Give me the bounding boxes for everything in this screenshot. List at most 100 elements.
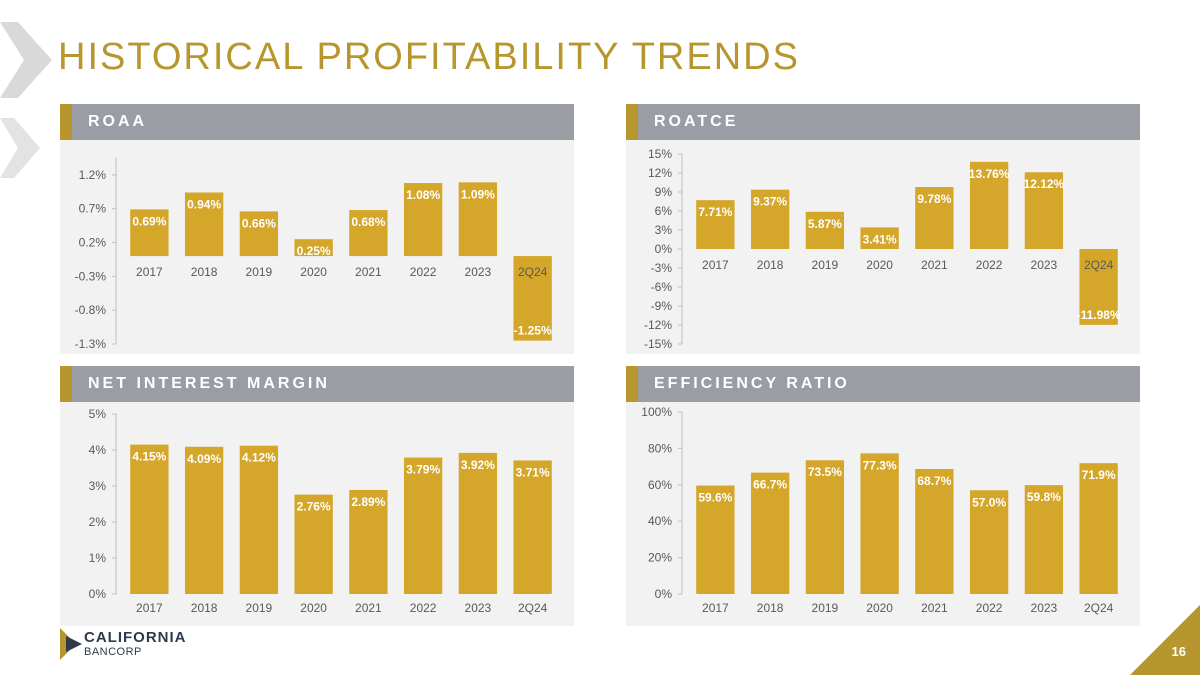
y-tick-label: 12% <box>648 166 672 180</box>
roatce-chart: 15% 12% 9% 6% 3% 0% -3% -6% -9% -12% -15% 7.71% 2017… <box>644 147 1121 351</box>
efficiency-panel: EFFICIENCY RATIO 100% 80% 60% 40% 20% 0% 59.6%… <box>626 366 1140 626</box>
bar-2019 <box>239 211 279 257</box>
bar-2018 <box>750 189 790 249</box>
category-label: 2017 <box>702 258 729 272</box>
y-tick-label: 5% <box>89 407 107 421</box>
data-label: 1.08% <box>406 188 440 202</box>
y-tick-label: -0.3% <box>75 269 107 283</box>
y-tick-label: 40% <box>648 514 672 528</box>
data-label: 13.76% <box>969 167 1010 181</box>
efficiency-title: EFFICIENCY RATIO <box>654 375 850 392</box>
y-tick-label: 15% <box>648 147 672 161</box>
category-label: 2022 <box>410 601 437 615</box>
bar-2020 <box>294 239 333 257</box>
nim-title: NET INTEREST MARGIN <box>88 375 330 392</box>
y-tick-label: 20% <box>648 551 672 565</box>
bar-2020 <box>860 453 899 594</box>
category-label: 2018 <box>757 258 784 272</box>
logo-icon <box>60 628 82 660</box>
category-label: 2020 <box>300 601 327 615</box>
y-tick-label: -0.8% <box>75 303 107 317</box>
data-label: 4.09% <box>187 452 221 466</box>
category-label: 2Q24 <box>1084 258 1114 272</box>
bar-2021 <box>915 187 954 249</box>
data-label: 12.12% <box>1024 177 1065 191</box>
category-label: 2018 <box>191 265 218 279</box>
bar-2020 <box>294 494 333 594</box>
bar-2023 <box>458 182 498 257</box>
data-label: 4.12% <box>242 451 276 465</box>
category-label: 2019 <box>812 601 839 615</box>
category-label: 2018 <box>757 601 784 615</box>
category-label: 2023 <box>465 265 492 279</box>
bar-2018 <box>750 472 790 594</box>
data-label: 3.79% <box>406 463 440 477</box>
data-label: 0.69% <box>132 214 166 228</box>
page-corner <box>1130 605 1200 675</box>
bar-2Q24 <box>513 460 552 594</box>
y-tick-label: 4% <box>89 443 107 457</box>
y-tick-label: 0% <box>655 242 673 256</box>
y-tick-label: 1.2% <box>79 168 107 182</box>
category-label: 2020 <box>866 601 893 615</box>
bar-2Q24 <box>1079 249 1118 325</box>
bar-2019 <box>805 211 845 249</box>
bar-2017 <box>696 200 735 249</box>
roaa-chart: 1.2% 0.7% 0.2% -0.3% -0.8% -1.3% 0.69% 2017 0.94… <box>75 158 552 351</box>
data-label: 7.71% <box>698 205 732 219</box>
data-label: 68.7% <box>917 474 951 488</box>
y-tick-label: 0.7% <box>79 202 107 216</box>
y-tick-label: -15% <box>644 337 672 351</box>
category-label: 2Q24 <box>518 601 548 615</box>
bar-2018 <box>184 446 224 594</box>
category-label: 2022 <box>976 258 1003 272</box>
category-label: 2019 <box>812 258 839 272</box>
chevron-decoration-icon <box>0 22 52 178</box>
bar-2022 <box>403 457 443 594</box>
page-number: 16 <box>1171 644 1186 659</box>
category-label: 2022 <box>410 265 437 279</box>
data-label: -1.25% <box>514 324 552 338</box>
nim-header: NET INTEREST MARGIN <box>60 366 574 402</box>
category-label: 2023 <box>1031 258 1058 272</box>
data-label: 57.0% <box>972 495 1006 509</box>
y-tick-label: 3% <box>655 223 673 237</box>
category-label: 2022 <box>976 601 1003 615</box>
category-label: 2018 <box>191 601 218 615</box>
category-label: 2Q24 <box>518 265 548 279</box>
data-label: -11.98% <box>1077 308 1121 322</box>
category-label: 2021 <box>921 258 948 272</box>
y-tick-label: 1% <box>89 551 107 565</box>
logo-text-bancorp: BANCORP <box>84 646 142 658</box>
category-label: 2019 <box>246 265 273 279</box>
bar-2017 <box>130 444 169 594</box>
data-label: 66.7% <box>753 478 787 492</box>
y-tick-label: -12% <box>644 318 672 332</box>
category-label: 2017 <box>136 601 163 615</box>
y-tick-label: 3% <box>89 479 107 493</box>
data-label: 5.87% <box>808 217 842 231</box>
bar-2019 <box>805 460 845 594</box>
category-label: 2020 <box>866 258 893 272</box>
y-tick-label: 0% <box>89 587 107 601</box>
bar-2022 <box>403 183 443 257</box>
roatce-title: ROATCE <box>654 113 739 130</box>
logo-text-california: CALIFORNIA <box>84 629 187 646</box>
y-tick-label: 0.2% <box>79 236 107 250</box>
y-tick-label: -3% <box>651 261 673 275</box>
category-label: 2019 <box>246 601 273 615</box>
data-label: 0.25% <box>297 244 331 258</box>
y-tick-label: 0% <box>655 587 673 601</box>
category-label: 2021 <box>921 601 948 615</box>
efficiency-chart: 100% 80% 60% 40% 20% 0% 59.6% 2017 66.7% 2018 73.5… <box>641 405 1118 615</box>
efficiency-header: EFFICIENCY RATIO <box>626 366 1140 402</box>
category-label: 2020 <box>300 265 327 279</box>
page-title: HISTORICAL PROFITABILITY TRENDS <box>58 36 800 78</box>
data-label: 59.6% <box>698 491 732 505</box>
bar-2018 <box>184 192 224 257</box>
category-label: 2Q24 <box>1084 601 1114 615</box>
y-tick-label: 80% <box>648 441 672 455</box>
nim-panel: NET INTEREST MARGIN 5% 4% 3% 2% 1% 0% 4.15% 201… <box>60 366 574 626</box>
data-label: 0.94% <box>187 197 221 211</box>
y-tick-label: -1.3% <box>75 337 107 351</box>
